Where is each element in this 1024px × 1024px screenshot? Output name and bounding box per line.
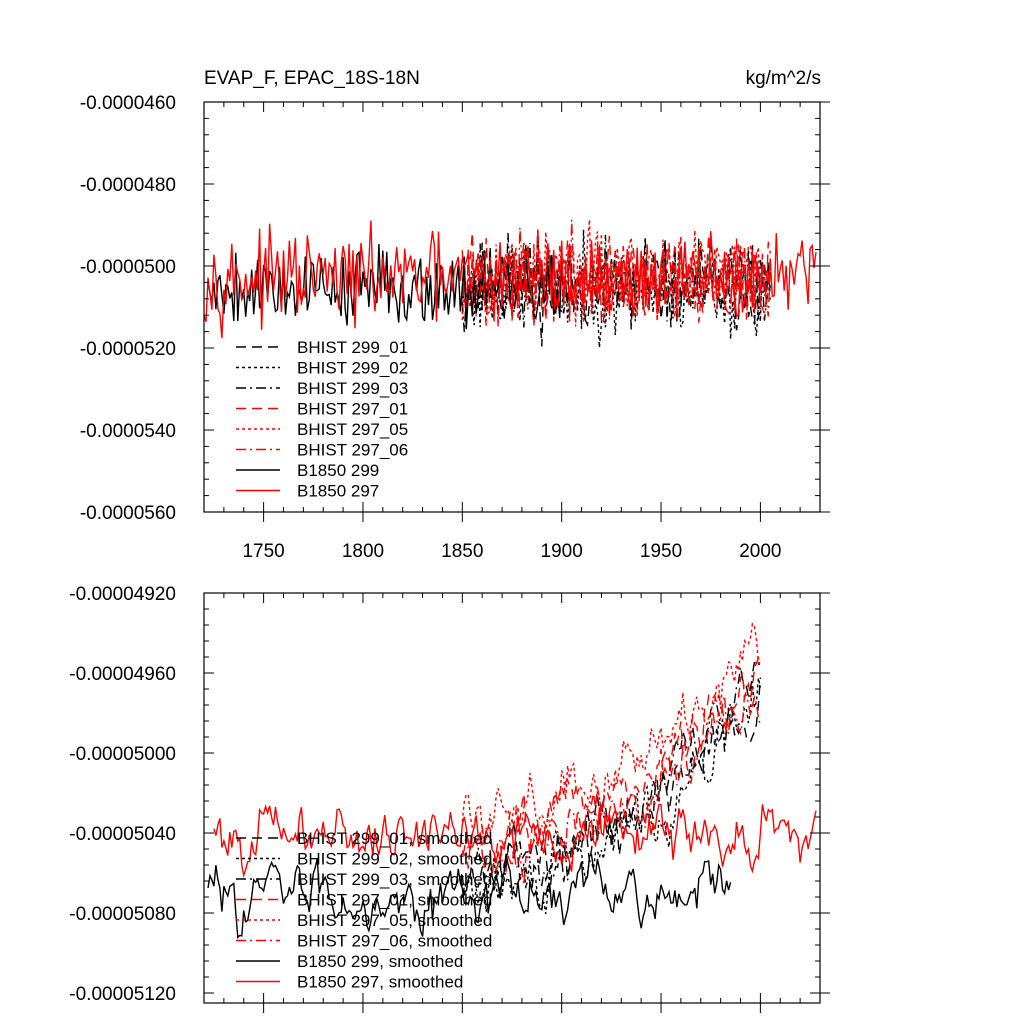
- bottom-series-line-8: [213, 803, 817, 879]
- bottom-legend: BHIST 299_01, smoothed BHIST 299_02, smoo…: [236, 829, 492, 992]
- bottom-legend-label-7: B1850 299, smoothed: [297, 952, 463, 971]
- bottom-series-line-3: [461, 661, 761, 898]
- bottom-legend-label-1: BHIST 299_01, smoothed: [297, 829, 492, 848]
- top-y-tick-label: -0.0000540: [80, 421, 176, 442]
- top-legend-label-7: B1850 299: [297, 461, 379, 480]
- chart-title-left: EVAP_F, EPAC_18S-18N: [204, 68, 420, 89]
- top-plot-frame: [203, 101, 821, 513]
- top-series-line-8: [203, 220, 817, 339]
- bottom-legend-label-5: BHIST 297_05, smoothed: [297, 911, 492, 930]
- top-legend-label-1: BHIST 299_01: [297, 338, 408, 357]
- top-legend-label-8: B1850 297: [297, 482, 379, 501]
- top-series-group: [203, 219, 817, 348]
- top-axis-ticks: 1750 1800 1850 1900 1950 2000 -0.0000460 -0.000…: [80, 93, 830, 562]
- bottom-series-group: [207, 622, 817, 939]
- top-y-tick-label: -0.0000500: [80, 257, 176, 278]
- top-legend-label-3: BHIST 299_03: [297, 379, 408, 398]
- bottom-y-tick-label: -0.00005040: [69, 824, 176, 845]
- bottom-legend-label-4: BHIST 297_01, smoothed: [297, 891, 492, 910]
- top-legend-label-4: BHIST 297_01: [297, 400, 408, 419]
- bottom-series-line-6: [461, 694, 762, 886]
- top-x-tick-label: 1800: [342, 541, 384, 562]
- bottom-series-line-5: [461, 622, 761, 845]
- top-chart-panel: EVAP_F, EPAC_18S-18N kg/m^2/s 1750 1800 18…: [80, 68, 830, 562]
- top-x-tick-label: 1850: [441, 541, 483, 562]
- bottom-axis-ticks: -0.00004920 -0.00004960 -0.00005000 -0.0000…: [69, 584, 830, 1013]
- bottom-y-tick-label: -0.00004920: [69, 584, 176, 605]
- top-y-tick-label: -0.0000460: [80, 93, 176, 114]
- top-y-tick-label: -0.0000480: [80, 175, 176, 196]
- bottom-legend-label-3: BHIST 299_03, smoothed: [297, 870, 492, 889]
- bottom-series-line-2: [461, 677, 762, 915]
- bottom-chart-panel: -0.00004920 -0.00004960 -0.00005000 -0.0000…: [69, 584, 830, 1013]
- top-y-tick-label: -0.0000520: [80, 339, 176, 360]
- top-x-tick-label: 1950: [640, 541, 682, 562]
- bottom-y-tick-label: -0.00005120: [69, 984, 176, 1005]
- bottom-plot-frame: [203, 592, 821, 1004]
- top-legend-label-5: BHIST 297_05: [297, 420, 408, 439]
- top-x-tick-label: 2000: [739, 541, 781, 562]
- bottom-legend-label-8: B1850 297, smoothed: [297, 973, 463, 992]
- bottom-y-tick-label: -0.00004960: [69, 664, 176, 685]
- bottom-y-tick-label: -0.00005000: [69, 744, 176, 765]
- bottom-legend-label-6: BHIST 297_06, smoothed: [297, 932, 492, 951]
- bottom-series-line-7: [207, 853, 732, 939]
- top-x-tick-label: 1900: [541, 541, 583, 562]
- top-x-tick-label: 1750: [242, 541, 284, 562]
- top-legend-label-6: BHIST 297_06: [297, 441, 408, 460]
- top-y-tick-label: -0.0000560: [80, 503, 176, 524]
- chart-units-label: kg/m^2/s: [746, 68, 821, 89]
- top-legend-label-2: BHIST 299_02: [297, 359, 408, 378]
- bottom-y-tick-label: -0.00005080: [69, 904, 176, 925]
- bottom-legend-label-2: BHIST 299_02, smoothed: [297, 850, 492, 869]
